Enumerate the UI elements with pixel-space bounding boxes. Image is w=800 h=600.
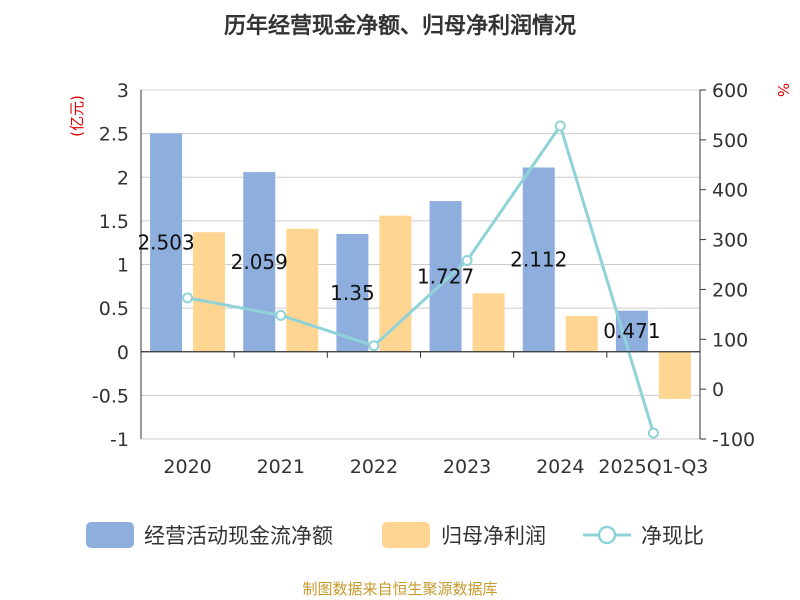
legend-label-cashflow: 经营活动现金流净额	[144, 524, 333, 548]
cashflow-data-label: 2.059	[231, 250, 288, 274]
x-tick-label: 2020	[163, 456, 211, 478]
cashflow-bar	[150, 133, 183, 352]
y-left-tick-label: 3	[117, 80, 129, 102]
axes: 3 2.5 2 1.5 1 0.5 0 -0.5 -1 600 500 400 300 200 100 0 -1…	[92, 80, 755, 478]
legend-swatch-net-profit	[382, 522, 430, 548]
y-right-tick-label: 300	[712, 230, 748, 252]
legend-label-net-profit: 归母净利润	[441, 524, 546, 548]
net-profit-bar	[472, 293, 505, 352]
y-right-tick-label: 500	[712, 130, 748, 152]
ratio-point	[647, 427, 659, 439]
y-left-tick-label: -1	[110, 429, 129, 451]
x-tick-label: 2024	[536, 456, 584, 478]
bars	[150, 133, 691, 399]
legend-label-ratio: 净现比	[641, 524, 704, 548]
cashflow-bar	[522, 167, 555, 352]
y-right-tick-label: 600	[712, 80, 748, 102]
cashflow-data-label: 2.112	[510, 248, 567, 272]
y-left-tick-label: 1.5	[99, 211, 129, 233]
ratio-point	[368, 340, 380, 352]
chart-title: 历年经营现金净额、归母净利润情况	[224, 13, 576, 39]
source-note: 制图数据来自恒生聚源数据库	[302, 580, 497, 598]
y-left-tick-label: 2	[117, 167, 129, 189]
y-right-tick-label: 0	[712, 379, 724, 401]
ratio-point	[461, 255, 473, 267]
net-profit-bar	[379, 215, 412, 352]
ratio-polyline	[187, 122, 655, 434]
legend-marker-ratio	[597, 525, 617, 545]
cashflow-data-label: 1.727	[417, 264, 474, 288]
x-tick-label: 2022	[350, 456, 398, 478]
ratio-point	[554, 120, 566, 132]
y-right-tick-label: -100	[712, 429, 755, 451]
cashflow-bar	[336, 233, 369, 352]
x-tick-label: 2023	[443, 456, 491, 478]
ratio-line	[182, 120, 659, 439]
legend: 经营活动现金流净额 归母净利润 净现比	[86, 522, 704, 548]
y-right-tick-label: 100	[712, 329, 748, 351]
x-tick-label: 2025Q1-Q3	[598, 456, 708, 478]
cashflow-data-label: 2.503	[137, 231, 194, 255]
y-left-tick-label: 0.5	[99, 298, 129, 320]
y-left-tick-label: 1	[117, 255, 129, 277]
y-left-tick-label: 0	[117, 342, 129, 364]
net-profit-bar	[565, 315, 598, 352]
net-profit-bar	[658, 351, 691, 399]
cashflow-bar	[429, 201, 462, 352]
data-labels: 2.503 2.059 1.35 1.727 2.112 0.471	[137, 231, 660, 344]
ratio-point	[275, 309, 287, 321]
y-right-tick-label: 400	[712, 180, 748, 202]
y-right-tick-label: 200	[712, 279, 748, 301]
cashflow-data-label: 1.35	[330, 281, 375, 305]
y-left-tick-label: -0.5	[92, 385, 129, 407]
legend-swatch-cashflow	[86, 522, 134, 548]
cashflow-data-label: 0.471	[603, 319, 660, 343]
x-tick-label: 2021	[257, 456, 305, 478]
y-left-unit: (亿元)	[68, 95, 86, 137]
ratio-point	[182, 292, 194, 304]
y-right-unit: %	[774, 83, 792, 97]
net-profit-bar	[193, 232, 226, 352]
cashflow-bar	[243, 172, 276, 352]
y-left-tick-label: 2.5	[99, 124, 129, 146]
net-profit-bar	[286, 228, 319, 352]
